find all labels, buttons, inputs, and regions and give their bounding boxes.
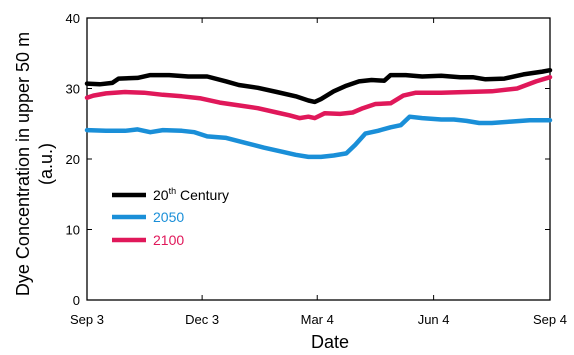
legend-item-2050: 2050 [112, 209, 184, 225]
series-layer [84, 67, 553, 160]
legend-label-rest: Century [176, 187, 229, 203]
legend-label-2050: 2050 [153, 209, 184, 225]
legend-label-superscript: th [169, 186, 177, 196]
y-tick-label: 10 [66, 223, 80, 238]
y-tick-label: 20 [66, 152, 80, 167]
legend-label-2100: 2100 [153, 232, 184, 248]
y-tick-label: 0 [73, 293, 80, 308]
legend-label-base: 20 [153, 187, 169, 203]
y-axis-title-line-1: Dye Concentration in upper 50 m [13, 32, 33, 296]
legend-item-2100: 2100 [112, 232, 184, 248]
series-line-2050 [84, 114, 553, 160]
y-axis: 0 10 20 30 40 [66, 11, 550, 308]
x-axis-title: Date [311, 332, 349, 352]
plot-area: 0 10 20 30 40 Sep 3 Dec 3 Mar 4 Jun 4 Sep 4 [66, 11, 567, 327]
x-tick-label: Sep 4 [533, 312, 567, 327]
legend-label-20th-century: 20th Century [153, 186, 229, 203]
series-line-2100 [84, 74, 553, 121]
x-tick-label: Sep 3 [70, 312, 104, 327]
x-tick-label: Jun 4 [418, 312, 450, 327]
legend-item-20th-century: 20th Century [112, 186, 229, 203]
x-tick-label: Dec 3 [185, 312, 219, 327]
x-axis: Sep 3 Dec 3 Mar 4 Jun 4 Sep 4 [70, 18, 567, 327]
series-line-20th-century [84, 67, 553, 105]
legend: 20th Century 2050 2100 [112, 186, 229, 248]
y-axis-title: Dye Concentration in upper 50 m (a.u.) [13, 32, 56, 296]
y-tick-label: 30 [66, 82, 80, 97]
x-tick-label: Mar 4 [301, 312, 334, 327]
y-axis-title-line-2: (a.u.) [36, 143, 56, 185]
y-tick-label: 40 [66, 11, 80, 26]
